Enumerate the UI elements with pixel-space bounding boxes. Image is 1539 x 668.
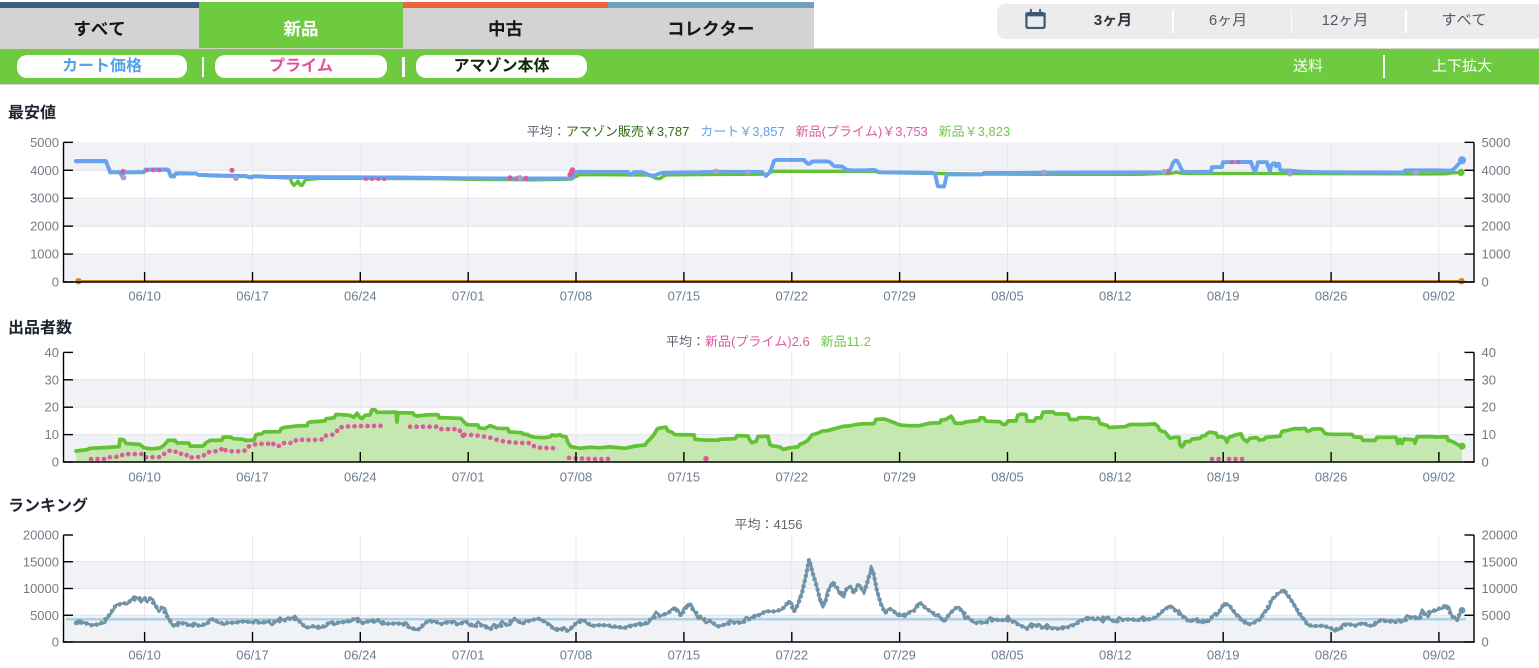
svg-text:30: 30: [45, 372, 59, 387]
svg-text:07/22: 07/22: [776, 289, 809, 304]
svg-text:5000: 5000: [30, 608, 59, 623]
svg-text:07/29: 07/29: [883, 648, 916, 663]
svg-text:07/22: 07/22: [776, 470, 809, 485]
svg-text:07/15: 07/15: [668, 289, 701, 304]
svg-text:08/12: 08/12: [1099, 470, 1132, 485]
svg-text:08/26: 08/26: [1315, 470, 1348, 485]
svg-text:0: 0: [52, 275, 59, 290]
svg-text:08/05: 08/05: [991, 648, 1024, 663]
svg-text:06/17: 06/17: [236, 289, 269, 304]
svg-text:06/17: 06/17: [236, 470, 269, 485]
svg-text:07/08: 07/08: [560, 289, 593, 304]
svg-text:06/24: 06/24: [344, 648, 377, 663]
svg-text:0: 0: [1482, 635, 1489, 650]
svg-text:09/02: 09/02: [1423, 289, 1456, 304]
svg-text:07/29: 07/29: [883, 289, 916, 304]
svg-text:08/26: 08/26: [1315, 648, 1348, 663]
svg-text:07/08: 07/08: [560, 648, 593, 663]
svg-text:06/10: 06/10: [128, 289, 161, 304]
svg-text:0: 0: [52, 635, 59, 650]
svg-text:0: 0: [1482, 275, 1489, 290]
svg-text:4000: 4000: [30, 163, 59, 178]
svg-text:1000: 1000: [30, 247, 59, 262]
svg-text:4000: 4000: [1482, 163, 1511, 178]
svg-text:06/17: 06/17: [236, 648, 269, 663]
svg-text:07/29: 07/29: [883, 470, 916, 485]
svg-text:09/02: 09/02: [1423, 470, 1456, 485]
svg-text:10000: 10000: [1482, 581, 1518, 596]
svg-text:5000: 5000: [1482, 135, 1511, 150]
svg-text:15000: 15000: [23, 554, 59, 569]
svg-text:07/22: 07/22: [776, 648, 809, 663]
svg-text:07/15: 07/15: [668, 648, 701, 663]
svg-text:20000: 20000: [1482, 528, 1518, 543]
svg-text:20: 20: [1482, 400, 1496, 415]
svg-text:5000: 5000: [1482, 608, 1511, 623]
svg-text:08/12: 08/12: [1099, 289, 1132, 304]
svg-text:2000: 2000: [30, 219, 59, 234]
svg-text:0: 0: [52, 455, 59, 470]
svg-text:10000: 10000: [23, 581, 59, 596]
svg-text:08/26: 08/26: [1315, 289, 1348, 304]
svg-text:3000: 3000: [1482, 191, 1511, 206]
svg-text:2000: 2000: [1482, 219, 1511, 234]
svg-text:10: 10: [45, 427, 59, 442]
svg-text:10: 10: [1482, 427, 1496, 442]
svg-text:06/10: 06/10: [128, 648, 161, 663]
svg-text:08/05: 08/05: [991, 470, 1024, 485]
svg-text:20: 20: [45, 400, 59, 415]
svg-text:08/19: 08/19: [1207, 289, 1240, 304]
svg-text:08/05: 08/05: [991, 289, 1024, 304]
svg-text:40: 40: [1482, 345, 1496, 360]
svg-text:15000: 15000: [1482, 554, 1518, 569]
svg-text:30: 30: [1482, 372, 1496, 387]
svg-text:09/02: 09/02: [1423, 648, 1456, 663]
svg-text:40: 40: [45, 345, 59, 360]
svg-text:0: 0: [1482, 455, 1489, 470]
svg-text:07/01: 07/01: [452, 470, 485, 485]
svg-text:08/19: 08/19: [1207, 648, 1240, 663]
svg-text:07/01: 07/01: [452, 648, 485, 663]
svg-text:08/19: 08/19: [1207, 470, 1240, 485]
svg-text:07/15: 07/15: [668, 470, 701, 485]
svg-text:1000: 1000: [1482, 247, 1511, 262]
svg-text:5000: 5000: [30, 135, 59, 150]
svg-text:06/24: 06/24: [344, 289, 377, 304]
svg-text:06/24: 06/24: [344, 470, 377, 485]
svg-text:07/08: 07/08: [560, 470, 593, 485]
svg-text:08/12: 08/12: [1099, 648, 1132, 663]
svg-text:20000: 20000: [23, 528, 59, 543]
svg-text:06/10: 06/10: [128, 470, 161, 485]
svg-text:07/01: 07/01: [452, 289, 485, 304]
svg-text:3000: 3000: [30, 191, 59, 206]
